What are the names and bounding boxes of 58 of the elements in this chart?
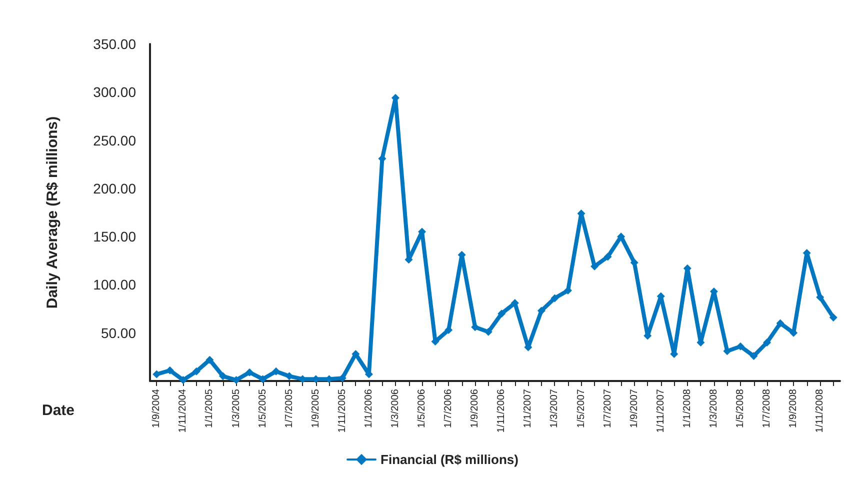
y-tick-label: 100.00 <box>93 276 136 293</box>
point <box>206 356 214 364</box>
x-tick-label: 1/11/2004 <box>178 388 189 433</box>
point <box>192 367 200 376</box>
x-tick-label: 1/5/2008 <box>734 388 746 428</box>
x-tick-label: 1/9/2006 <box>470 388 481 428</box>
point <box>604 252 612 261</box>
x-tick-label: 1/3/2006 <box>390 388 401 428</box>
x-axis-title: Date <box>42 402 75 419</box>
x-tick-label: 1/3/2007 <box>549 388 560 428</box>
x-tick-label: 1/5/2005 <box>257 388 268 428</box>
point <box>232 376 240 384</box>
point <box>750 352 758 360</box>
point <box>776 319 784 328</box>
point <box>736 342 744 350</box>
point <box>829 313 838 322</box>
y-tick-label: 250.00 <box>93 132 136 148</box>
x-tick-label: 1/1/2005 <box>204 388 216 428</box>
y-tick-label: 50.00 <box>100 324 136 341</box>
point <box>537 306 546 315</box>
x-tick-label: 1/3/2005 <box>230 388 242 428</box>
x-tick-label: 1/7/2008 <box>762 388 773 428</box>
point <box>550 294 559 302</box>
x-tick-label: 1/1/2007 <box>522 388 534 428</box>
point <box>272 367 280 376</box>
point <box>498 310 506 318</box>
x-tick-label: 1/9/2004 <box>151 388 162 428</box>
point <box>179 376 188 384</box>
x-tick-label: 1/11/2006 <box>496 388 508 433</box>
legend-label: Financial (R$ millions) <box>380 452 518 467</box>
x-tick-label: 1/11/2008 <box>814 388 826 433</box>
x-tick-label: 1/9/2007 <box>628 388 640 428</box>
x-tick-label: 1/9/2008 <box>788 388 800 428</box>
point <box>484 328 492 336</box>
point <box>246 368 254 376</box>
x-tick-label: 1/7/2007 <box>602 388 614 428</box>
x-tick-label: 1/5/2006 <box>416 388 428 428</box>
y-tick-label: 350.00 <box>93 36 136 52</box>
x-tick-label: 1/11/2005 <box>336 388 348 433</box>
y-axis-title: Daily Average (R$ millions) <box>44 116 61 309</box>
x-tick-label: 1/11/2007 <box>655 388 666 433</box>
y-tick-label: 150.00 <box>93 228 136 245</box>
point <box>285 372 294 380</box>
x-tick-label: 1/3/2008 <box>708 388 720 428</box>
point <box>152 370 161 378</box>
x-tick-label: 1/1/2008 <box>682 388 693 428</box>
point <box>258 375 267 384</box>
y-tick-label: 200.00 <box>93 180 136 196</box>
x-tick-label: 1/9/2005 <box>310 388 322 428</box>
point <box>763 338 772 346</box>
x-tick-label: 1/7/2005 <box>284 388 295 428</box>
x-tick-label: 1/1/2006 <box>363 388 374 428</box>
y-tick-label: 300.00 <box>93 84 136 100</box>
point <box>816 293 824 302</box>
x-tick-label: 1/5/2007 <box>576 388 587 428</box>
point <box>166 366 174 374</box>
point <box>218 372 227 380</box>
x-tick-label: 1/7/2006 <box>443 388 454 428</box>
